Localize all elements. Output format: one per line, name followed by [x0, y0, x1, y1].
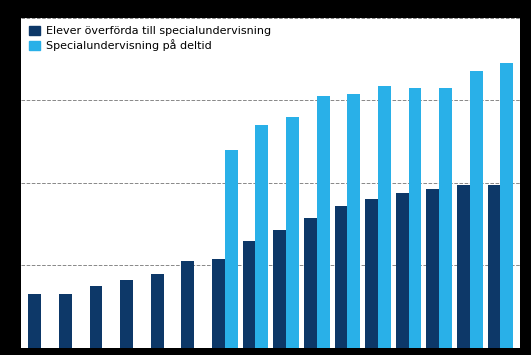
Bar: [286, 117, 299, 348]
Bar: [487, 185, 501, 348]
Bar: [120, 280, 133, 348]
Bar: [304, 218, 317, 348]
Bar: [501, 63, 513, 348]
Bar: [347, 94, 360, 348]
Bar: [90, 286, 102, 348]
Bar: [151, 274, 164, 348]
Bar: [396, 193, 409, 348]
Bar: [457, 185, 470, 348]
Bar: [426, 189, 439, 348]
Bar: [182, 261, 194, 348]
Bar: [212, 259, 225, 348]
Bar: [255, 125, 268, 348]
Bar: [378, 86, 391, 348]
Bar: [470, 71, 483, 348]
Bar: [409, 88, 422, 348]
Bar: [273, 230, 286, 348]
Bar: [317, 96, 330, 348]
Bar: [225, 150, 238, 348]
Bar: [335, 206, 347, 348]
Bar: [28, 294, 41, 348]
Bar: [59, 294, 72, 348]
Bar: [243, 241, 255, 348]
Bar: [439, 88, 452, 348]
Bar: [365, 200, 378, 348]
Legend: Elever överförda till specialundervisning, Specialundervisning på deltid: Elever överförda till specialundervisnin…: [27, 23, 273, 54]
